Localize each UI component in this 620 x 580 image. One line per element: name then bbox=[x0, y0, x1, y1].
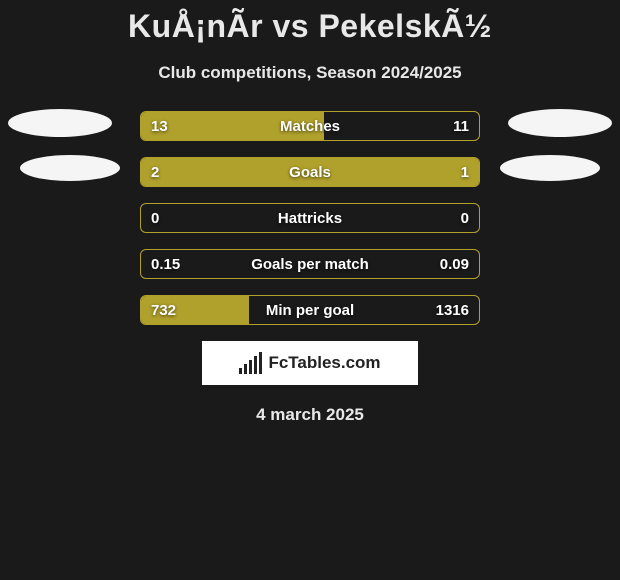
player-right-avatar bbox=[508, 109, 612, 137]
stat-bar-fill-right bbox=[367, 158, 479, 186]
stat-bar: 21Goals bbox=[140, 157, 480, 187]
stat-right-value: 1316 bbox=[426, 296, 479, 324]
stat-left-value: 0.15 bbox=[141, 250, 190, 278]
stat-label: Hattricks bbox=[141, 204, 479, 232]
brand-text: FcTables.com bbox=[268, 353, 380, 373]
stat-bar-fill-left bbox=[141, 158, 367, 186]
stat-bar-fill-left bbox=[141, 296, 249, 324]
stat-label: Goals per match bbox=[141, 250, 479, 278]
stat-bar: 0 0Hattricks bbox=[140, 203, 480, 233]
stat-left-value: 0 bbox=[141, 204, 169, 232]
brand-logo[interactable]: FcTables.com bbox=[202, 341, 418, 385]
stat-bars: 1311Matches 21Goals 0 0Hattricks 0.15 0.09Goa… bbox=[0, 111, 620, 325]
player-right-club-avatar bbox=[500, 155, 600, 181]
player-left-avatar bbox=[8, 109, 112, 137]
stat-right-value: 0 bbox=[451, 204, 479, 232]
stat-bar: 0.15 0.09Goals per match bbox=[140, 249, 480, 279]
bar-chart-icon bbox=[239, 352, 262, 374]
stat-bar-fill-left bbox=[141, 112, 324, 140]
player-left-club-avatar bbox=[20, 155, 120, 181]
stat-bar: 7321316Min per goal bbox=[140, 295, 480, 325]
stat-right-value: 0.09 bbox=[430, 250, 479, 278]
subtitle: Club competitions, Season 2024/2025 bbox=[0, 63, 620, 83]
stat-bar: 1311Matches bbox=[140, 111, 480, 141]
footer-date: 4 march 2025 bbox=[0, 405, 620, 425]
stat-right-value: 11 bbox=[443, 112, 479, 140]
page-title: KuÅ¡nÃ­r vs PekelskÃ½ bbox=[0, 0, 620, 45]
stats-area: 1311Matches 21Goals 0 0Hattricks 0.15 0.09Goa… bbox=[0, 111, 620, 325]
